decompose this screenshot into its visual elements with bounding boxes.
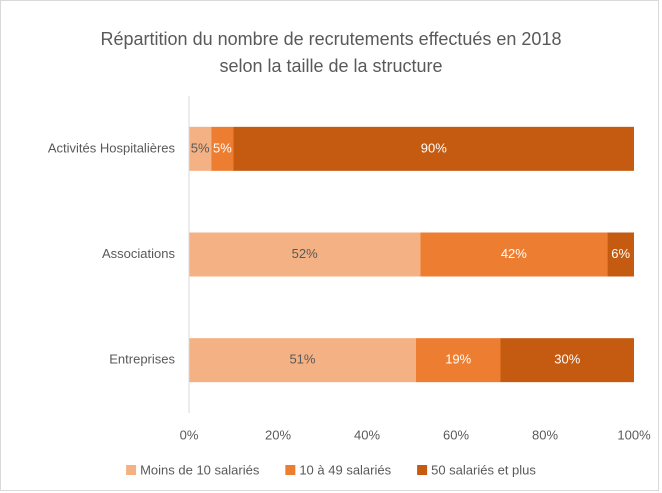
bar-segment [415,338,501,383]
bar-segment [233,126,634,171]
x-tick-label: 60% [443,427,469,442]
x-tick-label: 80% [532,427,558,442]
bar-segment [189,338,416,383]
y-tick-label: Activités Hospitalières [48,140,176,155]
chart-title: Répartition du nombre de recrutements ef… [100,29,562,76]
legend-swatch [285,465,296,475]
bar-segment [607,232,634,277]
bar-segment [189,232,421,277]
legend-label: 50 salariés et plus [431,462,536,477]
data-label: 42% [501,246,527,261]
data-label: 5% [213,140,232,155]
data-label: 19% [445,352,471,367]
y-tick-label: Entreprises [109,352,175,367]
x-tick-label: 100% [617,427,651,442]
data-label: 90% [421,140,447,155]
x-tick-label: 40% [354,427,380,442]
bar-segment [189,126,212,171]
data-label: 6% [611,246,630,261]
legend-label: 10 à 49 salariés [299,462,391,477]
data-label: 52% [292,246,318,261]
legend-swatch [417,465,428,475]
data-label: 5% [191,140,210,155]
data-label: 51% [289,352,315,367]
bar-segment [211,126,234,171]
x-tick-label: 0% [180,427,199,442]
y-tick-label: Associations [102,246,175,261]
data-label: 30% [554,352,580,367]
bar-segment [420,232,608,277]
bar-segment [500,338,634,383]
legend-label: Moins de 10 salariés [140,462,260,477]
legend-swatch [126,465,137,475]
x-tick-label: 20% [265,427,291,442]
